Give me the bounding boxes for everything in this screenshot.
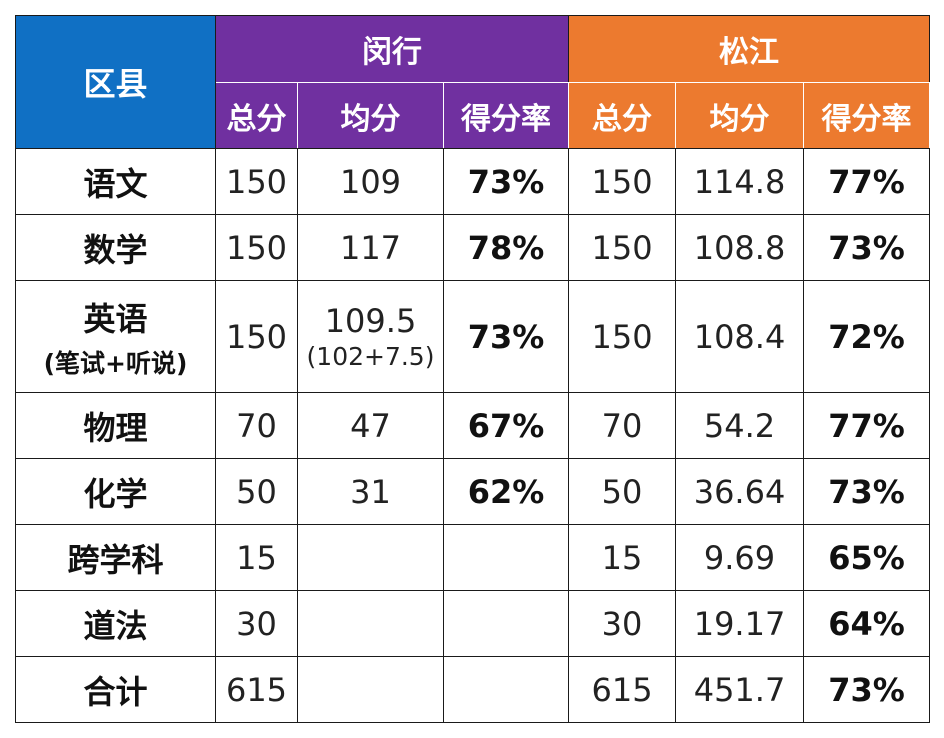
minhang-avg-cell: 117: [297, 214, 444, 281]
minhang-avg-cell: [297, 656, 444, 723]
songjiang-total-cell: 615: [568, 656, 677, 723]
songjiang-rate-cell: 73%: [803, 458, 931, 525]
minhang-avg-value: 109.5: [324, 302, 417, 340]
songjiang-rate-cell: 73%: [803, 656, 931, 723]
songjiang-rate-cell: 77%: [803, 148, 931, 215]
minhang-rate-cell: [442, 524, 570, 591]
minhang-rate-cell: 67%: [442, 392, 570, 459]
minhang-rate-cell: 78%: [442, 214, 570, 281]
songjiang-avg-cell: 108.8: [675, 214, 805, 281]
minhang-total-cell: 15: [215, 524, 298, 591]
subject-cell: 数学: [15, 214, 216, 281]
songjiang-rate-cell: 72%: [803, 280, 931, 393]
songjiang-total-cell: 150: [568, 214, 677, 281]
subject-label: 英语: [83, 299, 148, 338]
songjiang-avg-cell: 19.17: [675, 590, 805, 657]
minhang-total-cell: 150: [215, 148, 298, 215]
songjiang-total-cell: 150: [568, 148, 677, 215]
district-header: 区县: [15, 15, 216, 149]
subject-cell: 语文: [15, 148, 216, 215]
minhang-total-cell: 30: [215, 590, 298, 657]
table-row: 跨学科 15 15 9.69 65%: [15, 524, 931, 591]
table-row: 数学 150 117 78% 150 108.8 73%: [15, 214, 931, 281]
songjiang-total-cell: 30: [568, 590, 677, 657]
minhang-total-cell: 150: [215, 214, 298, 281]
group-header-row: 区县 闵行 松江: [15, 15, 931, 149]
minhang-rate-cell: 73%: [442, 148, 570, 215]
songjiang-avg-cell: 114.8: [675, 148, 805, 215]
songjiang-rate-cell: 73%: [803, 214, 931, 281]
subcolumn-header-row: 总分 均分 得分率 总分 均分 得分率: [16, 82, 931, 149]
songjiang-avg-cell: 36.64: [675, 458, 805, 525]
songjiang-rate-cell: 64%: [803, 590, 931, 657]
minhang-rate-cell: 62%: [442, 458, 570, 525]
subject-note: (笔试+听说): [43, 348, 188, 378]
table-row: 合计 615 615 451.7 73%: [15, 656, 931, 723]
minhang-avg-header: 均分: [297, 82, 444, 149]
songjiang-rate-cell: 77%: [803, 392, 931, 459]
table-row: 道法 30 30 19.17 64%: [15, 590, 931, 657]
subject-cell: 化学: [15, 458, 216, 525]
table-row: 化学 50 31 62% 50 36.64 73%: [15, 458, 931, 525]
songjiang-avg-cell: 108.4: [675, 280, 805, 393]
songjiang-rate-cell: 65%: [803, 524, 931, 591]
subject-cell: 英语 (笔试+听说): [15, 280, 216, 393]
minhang-avg-cell: 31: [297, 458, 444, 525]
minhang-rate-cell: [442, 590, 570, 657]
subject-cell: 物理: [15, 392, 216, 459]
subject-cell: 道法: [15, 590, 216, 657]
minhang-avg-cell: 47: [297, 392, 444, 459]
subject-cell: 跨学科: [15, 524, 216, 591]
table-row: 物理 70 47 67% 70 54.2 77%: [15, 392, 931, 459]
subject-cell: 合计: [15, 656, 216, 723]
songjiang-avg-cell: 451.7: [675, 656, 805, 723]
songjiang-total-cell: 150: [568, 280, 677, 393]
minhang-total-cell: 50: [215, 458, 298, 525]
songjiang-avg-cell: 54.2: [675, 392, 805, 459]
minhang-rate-cell: 73%: [442, 280, 570, 393]
minhang-avg-cell: [297, 590, 444, 657]
minhang-total-header: 总分: [215, 82, 298, 149]
table-row: 语文 150 109 73% 150 114.8 77%: [15, 148, 931, 215]
minhang-header: 闵行: [214, 15, 570, 83]
minhang-avg-note: (102+7.5): [306, 342, 435, 371]
minhang-rate-header: 得分率: [442, 82, 570, 149]
table-row: 英语 (笔试+听说) 150 109.5 (102+7.5) 73% 150 1…: [15, 280, 931, 393]
songjiang-total-cell: 50: [568, 458, 677, 525]
songjiang-header: 松江: [568, 15, 931, 83]
score-comparison-sheet: 区县 闵行 松江 总分 均分 得分率 总分 均分 得分率 语文 150 109 …: [15, 15, 931, 723]
minhang-avg-cell: [297, 524, 444, 591]
songjiang-total-header: 总分: [568, 82, 677, 149]
score-table: 区县 闵行 松江 总分 均分 得分率 总分 均分 得分率 语文 150 109 …: [15, 15, 931, 723]
minhang-avg-cell: 109: [297, 148, 444, 215]
songjiang-avg-header: 均分: [675, 82, 805, 149]
minhang-rate-cell: [442, 656, 570, 723]
minhang-total-cell: 70: [215, 392, 298, 459]
songjiang-avg-cell: 9.69: [675, 524, 805, 591]
songjiang-rate-header: 得分率: [803, 82, 931, 149]
songjiang-total-cell: 70: [568, 392, 677, 459]
songjiang-total-cell: 15: [568, 524, 677, 591]
minhang-avg-cell: 109.5 (102+7.5): [297, 280, 444, 393]
minhang-total-cell: 150: [215, 280, 298, 393]
minhang-total-cell: 615: [215, 656, 298, 723]
